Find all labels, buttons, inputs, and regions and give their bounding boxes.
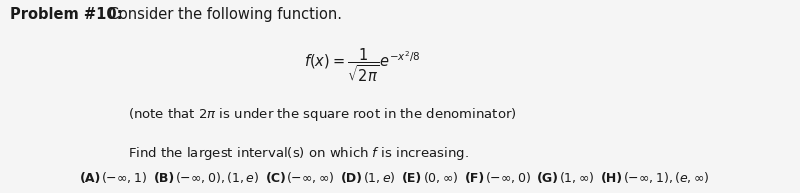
Text: $(-\infty, 0)$: $(-\infty, 0)$ xyxy=(485,170,530,185)
Text: (F): (F) xyxy=(465,172,485,185)
Text: $(-\infty, 1), (e, \infty)$: $(-\infty, 1), (e, \infty)$ xyxy=(623,170,710,185)
Text: $(1, e)$: $(1, e)$ xyxy=(363,170,396,185)
Text: (G): (G) xyxy=(537,172,559,185)
Text: $(-\infty, 1)$: $(-\infty, 1)$ xyxy=(102,170,147,185)
Text: Problem #10:: Problem #10: xyxy=(10,7,122,22)
Text: (C): (C) xyxy=(266,172,286,185)
Text: $(0, \infty)$: $(0, \infty)$ xyxy=(422,170,458,185)
Text: $f(x) = \dfrac{1}{\sqrt{2\pi}}e^{-x^2/8}$: $f(x) = \dfrac{1}{\sqrt{2\pi}}e^{-x^2/8}… xyxy=(304,46,420,84)
Text: (B): (B) xyxy=(154,172,175,185)
Text: $(-\infty, 0), (1, e)$: $(-\infty, 0), (1, e)$ xyxy=(175,170,259,185)
Text: Consider the following function.: Consider the following function. xyxy=(104,7,342,22)
Text: $(-\infty, \infty)$: $(-\infty, \infty)$ xyxy=(286,170,334,185)
Text: (D): (D) xyxy=(341,172,363,185)
Text: Find the largest interval(s) on which $f$ is increasing.: Find the largest interval(s) on which $f… xyxy=(128,145,469,162)
Text: (A): (A) xyxy=(80,172,102,185)
Text: $(1, \infty)$: $(1, \infty)$ xyxy=(559,170,594,185)
Text: (H): (H) xyxy=(601,172,623,185)
Text: (E): (E) xyxy=(402,172,422,185)
Text: (note that $2\pi$ is under the square root in the denominator): (note that $2\pi$ is under the square ro… xyxy=(128,106,517,123)
